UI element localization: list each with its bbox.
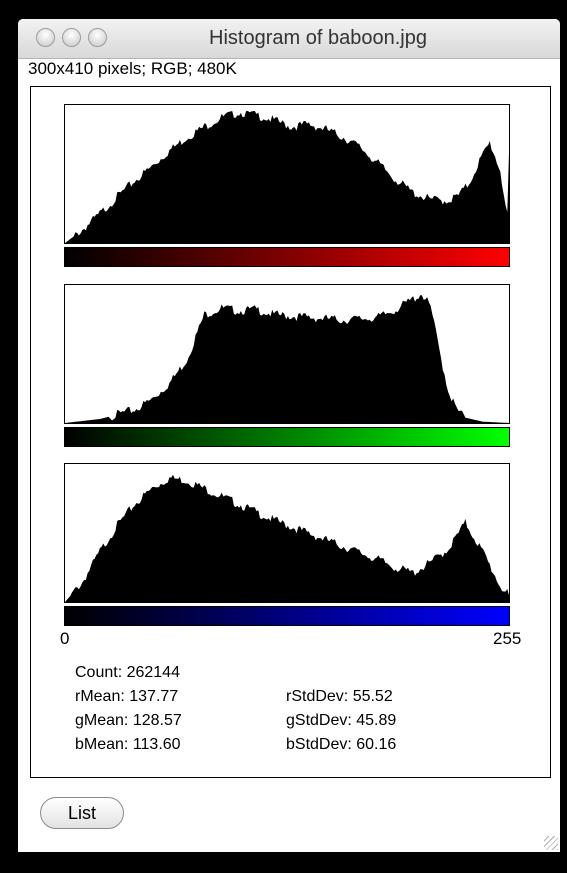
red-histogram-area [65, 111, 509, 243]
image-info: 300x410 pixels; RGB; 480K [28, 59, 237, 78]
red-histogram-chart [65, 111, 509, 243]
stat-g-stddev: gStdDev: 45.89 [286, 712, 397, 729]
red-histogram-plot [64, 104, 510, 244]
close-window-button[interactable] [36, 28, 55, 47]
red-gradient-bar [64, 247, 510, 267]
green-gradient-bar [64, 427, 510, 447]
blue-histogram-chart [65, 474, 509, 602]
zoom-window-button[interactable] [88, 28, 107, 47]
minimize-window-button[interactable] [62, 28, 81, 47]
title-bar[interactable]: Histogram of baboon.jpg [18, 19, 560, 59]
stat-b-stddev: bStdDev: 60.16 [286, 736, 397, 753]
histogram-panel: 0 255 Count: 262144 rMean: 137.77 gMean:… [30, 86, 551, 778]
stat-b-mean: bMean: 113.60 [75, 736, 181, 753]
stat-g-mean: gMean: 128.57 [75, 712, 182, 729]
window-title: Histogram of baboon.jpg [209, 27, 427, 49]
green-histogram-chart [65, 295, 509, 423]
blue-histogram-plot [64, 463, 510, 603]
axis-min-label: 0 [60, 629, 70, 648]
histogram-window: Histogram of baboon.jpg 300x410 pixels; … [18, 19, 560, 852]
blue-histogram-area [65, 474, 509, 602]
green-histogram-area [65, 295, 509, 423]
list-button[interactable]: List [40, 797, 124, 829]
stat-r-mean: rMean: 137.77 [75, 688, 179, 705]
green-histogram-plot [64, 284, 510, 424]
stat-count: Count: 262144 [75, 664, 180, 681]
axis-max-label: 255 [493, 629, 522, 648]
resize-grip[interactable] [544, 836, 558, 850]
blue-gradient-bar [64, 606, 510, 626]
stat-r-stddev: rStdDev: 55.52 [286, 688, 393, 705]
